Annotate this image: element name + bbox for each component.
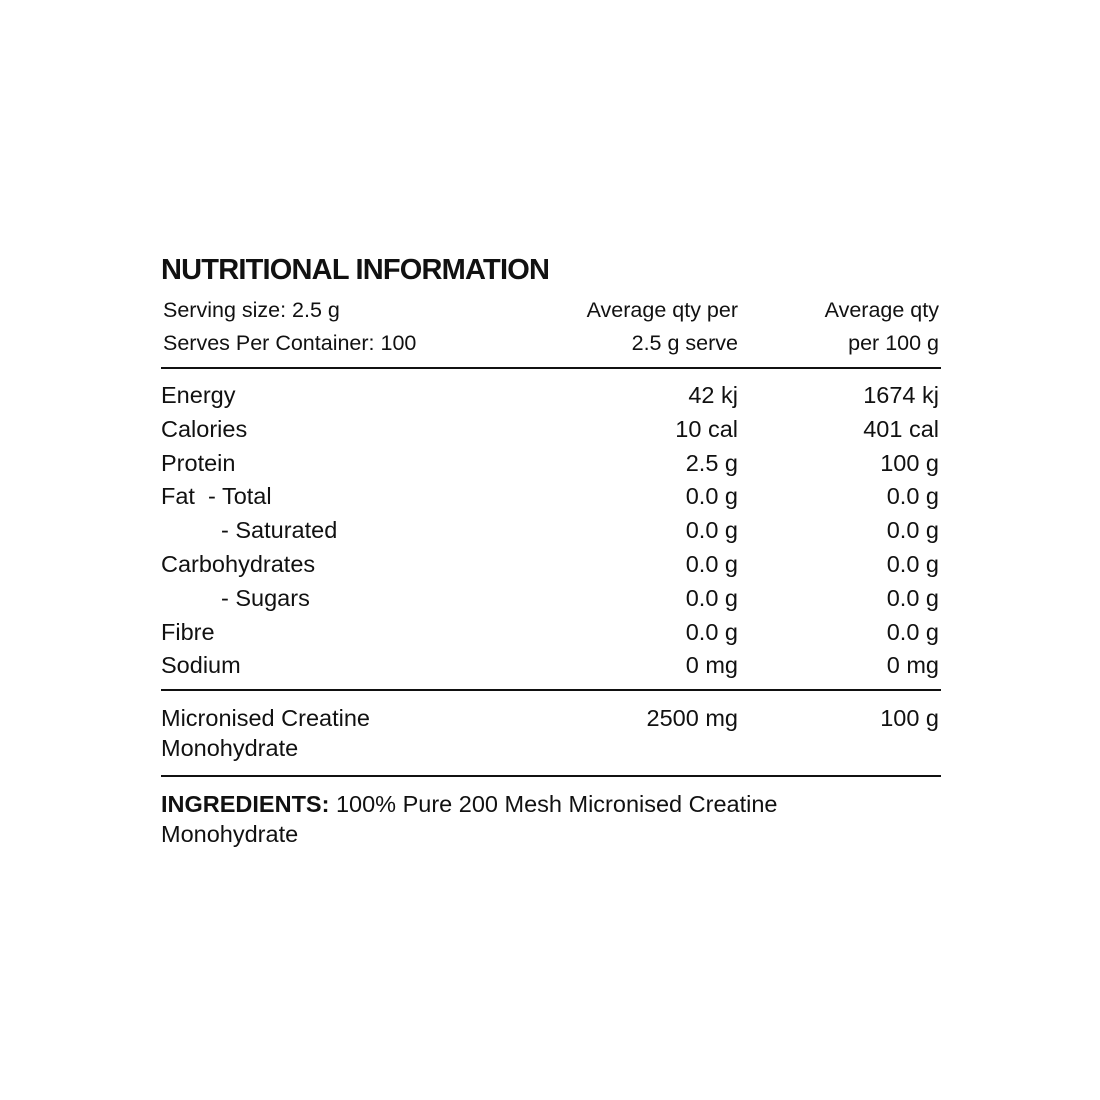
ingredients: INGREDIENTS: 100% Pure 200 Mesh Micronis… (161, 789, 921, 849)
panel-title: NUTRITIONAL INFORMATION (161, 254, 550, 286)
creatine-row-2: Monohydrate (161, 733, 939, 763)
col2-header-line2: per 100 g (848, 331, 939, 355)
ingredients-label: INGREDIENTS: (161, 791, 330, 817)
nutrient-per-100g: 0.0 g (886, 618, 939, 645)
nutrient-per-100g: 401 cal (863, 415, 939, 442)
nutrient-per-serve: 0.0 g (685, 483, 738, 510)
creatine-label-line2: Monohydrate (161, 735, 299, 761)
nutrient-label: Carbohydrates (161, 551, 316, 577)
header-row-2: Serves Per Container: 100 2.5 g serve pe… (161, 328, 939, 358)
creatine-per-serve: 2500 mg (646, 705, 738, 731)
nutrient-label: Fibre (161, 618, 215, 645)
divider (161, 775, 941, 777)
serves-per-container: Serves Per Container: 100 (163, 331, 417, 355)
ingredients-text: 100% Pure 200 Mesh Micronised Creatine M… (161, 791, 778, 847)
nutrient-row: Calories 10 cal 401 cal (161, 414, 939, 444)
nutrient-label: Sodium (161, 652, 241, 679)
nutrient-row: Fat - Total 0.0 g 0.0 g (161, 481, 939, 511)
nutrient-label: Calories (161, 415, 248, 442)
nutrient-per-100g: 100 g (880, 449, 939, 476)
nutrient-row: Carbohydrates 0.0 g 0.0 g (161, 549, 939, 579)
nutrient-label: Fat - Total (161, 483, 272, 510)
nutrient-per-serve: 0.0 g (685, 584, 738, 611)
nutrient-row: - Sugars 0.0 g 0.0 g (161, 583, 939, 613)
divider (161, 367, 941, 369)
nutrient-row: Protein 2.5 g 100 g (161, 448, 939, 478)
nutrient-per-100g: 1674 kj (863, 382, 939, 408)
nutrient-per-serve: 0 mg (685, 652, 738, 679)
col1-header-line1: Average qty per (586, 298, 738, 322)
nutrient-label: - Sugars (221, 584, 310, 611)
nutrient-per-100g: 0.0 g (886, 551, 939, 577)
nutrient-per-serve: 2.5 g (685, 449, 738, 476)
nutrient-per-100g: 0.0 g (886, 483, 939, 510)
nutrient-per-serve: 42 kj (688, 382, 738, 408)
nutrient-per-serve: 0.0 g (685, 551, 738, 577)
nutrient-row: Energy 42 kj 1674 kj (161, 380, 939, 410)
creatine-per-100g: 100 g (880, 705, 939, 731)
nutrient-label: Energy (161, 382, 236, 408)
nutrient-label: Protein (161, 449, 236, 476)
nutrient-per-100g: 0 mg (886, 652, 939, 679)
header-row-1: Serving size: 2.5 g Average qty per Aver… (161, 295, 939, 325)
nutrient-per-100g: 0.0 g (886, 517, 939, 544)
nutrient-label: - Saturated (221, 517, 338, 544)
nutrient-row: Fibre 0.0 g 0.0 g (161, 617, 939, 647)
nutrient-row: - Saturated 0.0 g 0.0 g (161, 515, 939, 545)
col1-header-line2: 2.5 g serve (631, 331, 738, 355)
divider (161, 689, 941, 691)
nutrient-row: Sodium 0 mg 0 mg (161, 650, 939, 680)
nutrient-per-100g: 0.0 g (886, 584, 939, 611)
serving-size: Serving size: 2.5 g (163, 298, 340, 322)
col2-header-line1: Average qty (824, 298, 939, 322)
creatine-row: Micronised Creatine 2500 mg 100 g (161, 703, 939, 733)
creatine-label: Micronised Creatine (161, 705, 370, 731)
nutrient-per-serve: 0.0 g (685, 517, 738, 544)
nutrient-per-serve: 0.0 g (685, 618, 738, 645)
nutrient-per-serve: 10 cal (675, 415, 738, 442)
